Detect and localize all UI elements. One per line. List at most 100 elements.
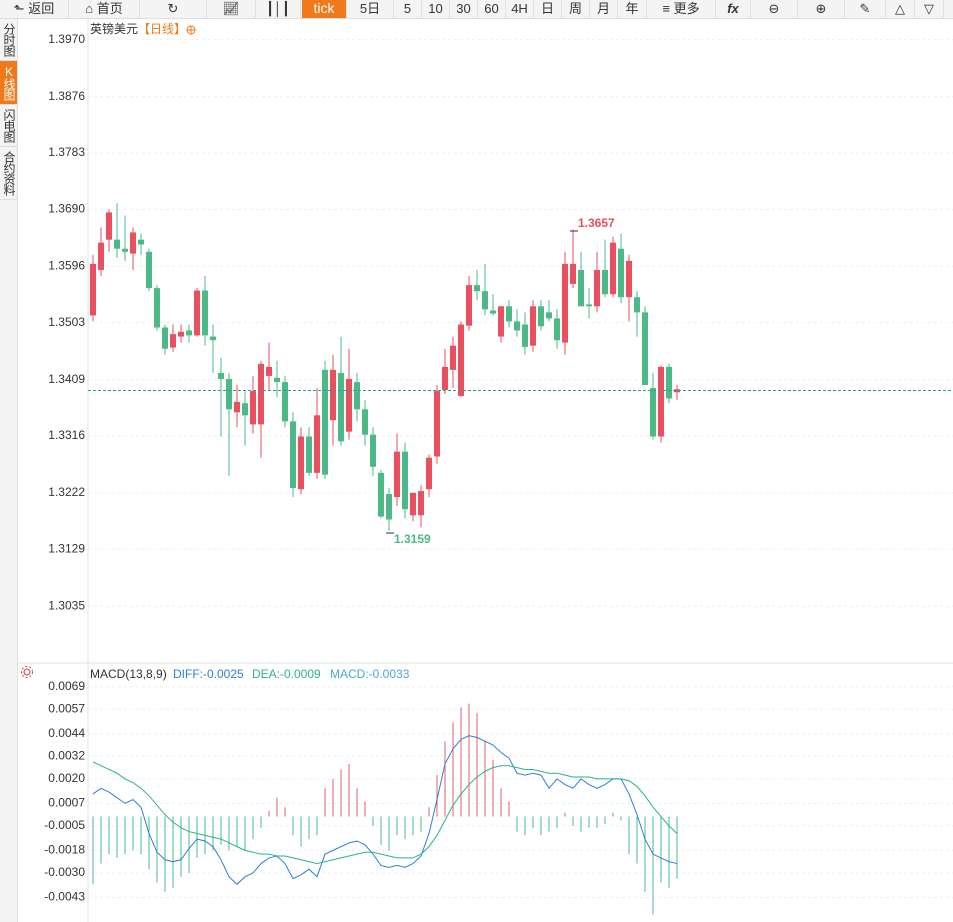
candle-body — [314, 415, 320, 473]
y-tick-label: 0.0020 — [48, 771, 85, 785]
settings-icon[interactable] — [21, 666, 33, 678]
down-button[interactable]: ▽ — [915, 0, 944, 18]
period-button[interactable]: 5日 — [347, 0, 394, 18]
candle-body — [130, 232, 136, 254]
legend-entry: MACD:-0.0033 — [330, 667, 410, 681]
refresh-button[interactable]: ↻ — [140, 0, 207, 18]
period-button[interactable]: 年 — [618, 0, 647, 18]
candle-body — [346, 378, 352, 432]
candle-body — [522, 324, 528, 347]
candle-body — [602, 269, 608, 295]
up-button[interactable]: △ — [886, 0, 915, 18]
candle-body — [418, 491, 424, 516]
y-tick-label: 0.0032 — [48, 748, 85, 762]
candle-body — [138, 239, 144, 245]
y-tick-label: 0.0007 — [48, 796, 85, 810]
candle-body — [618, 248, 624, 298]
period-button[interactable]: 日 — [534, 0, 562, 18]
tab[interactable]: 闪电图 — [0, 105, 17, 147]
candle-body — [490, 310, 496, 314]
candle-body — [386, 494, 392, 520]
tab[interactable]: 分时图 — [0, 19, 17, 61]
candle-body — [370, 434, 376, 467]
candle-body — [514, 321, 520, 331]
chart-type-button[interactable]: 📈︎ — [207, 0, 256, 18]
candle-body — [466, 285, 472, 326]
candle-body — [538, 306, 544, 327]
tab[interactable]: K线图 — [0, 61, 17, 105]
annotations: 1.3657 1.3159 — [386, 216, 615, 546]
period-button[interactable]: 60 — [478, 0, 506, 18]
candle-body — [178, 331, 184, 337]
candle-body — [274, 377, 280, 383]
candle-body — [458, 324, 464, 396]
candle-body — [226, 378, 232, 410]
zoom-in-button[interactable]: ⊕ — [798, 0, 845, 18]
candle-body — [378, 472, 384, 517]
candle-body — [666, 366, 672, 399]
candle-body — [394, 451, 400, 498]
candle-body — [610, 242, 616, 295]
period-button[interactable]: 30 — [450, 0, 478, 18]
back-button[interactable]: ⬑ 返回 — [0, 0, 69, 18]
y-tick-label: 1.3596 — [48, 258, 85, 272]
legend-entry: DEA:-0.0009 — [252, 667, 321, 681]
candle-body — [122, 248, 128, 252]
more-button[interactable]: ≡ 更多 — [647, 0, 716, 18]
y-tick-label: 0.0057 — [48, 701, 85, 715]
period-button[interactable]: 4H — [506, 0, 534, 18]
high-annotation: 1.3657 — [578, 216, 615, 230]
indicator-line — [92, 761, 678, 865]
y-tick-label: 1.3409 — [48, 372, 85, 386]
candle-body — [410, 492, 416, 516]
y-tick-label: 1.3690 — [48, 202, 85, 216]
indicator-button[interactable]: fx — [716, 0, 751, 18]
toolbar: ⬑ 返回 ⌂ 首页 ↻ 📈︎ ┃│┃ tick 5日 5 10 30 60 4H… — [0, 0, 953, 19]
candle-body — [650, 388, 656, 437]
candle-body — [114, 239, 120, 249]
candle-body — [298, 436, 304, 490]
candle-body — [250, 391, 256, 425]
draw-button[interactable]: ✎ — [845, 0, 886, 18]
candle-body — [362, 409, 368, 435]
y-tick-label: -0.0043 — [44, 890, 85, 904]
candle-body — [402, 451, 408, 510]
candle-body — [626, 260, 632, 298]
candle-body — [306, 436, 312, 473]
candle-body — [338, 372, 344, 442]
candle-body — [482, 291, 488, 310]
candle-body — [634, 297, 640, 313]
candle-body — [578, 269, 584, 307]
candle-body — [570, 263, 576, 284]
candle-body — [434, 391, 440, 457]
y-tick-label: -0.0005 — [44, 818, 85, 832]
add-icon[interactable] — [186, 25, 196, 35]
candle-body — [474, 285, 480, 292]
period-button[interactable]: 周 — [562, 0, 590, 18]
y-tick-label: 1.3316 — [48, 428, 85, 442]
candle-body — [330, 369, 336, 421]
y-tick-label: 1.3129 — [48, 541, 85, 555]
period-button[interactable]: 月 — [590, 0, 618, 18]
candle-body — [186, 330, 192, 336]
home-button[interactable]: ⌂ 首页 — [69, 0, 140, 18]
candle-body — [242, 403, 248, 416]
y-tick-label: -0.0018 — [44, 843, 85, 857]
y-tick-label: 1.3222 — [48, 485, 85, 499]
candle-body — [322, 369, 328, 475]
tab[interactable]: 合约资料 — [0, 147, 17, 200]
period-button[interactable]: 10 — [422, 0, 450, 18]
candle-body — [442, 366, 448, 390]
candle-body — [90, 263, 96, 316]
candle-body — [154, 288, 160, 328]
candle-body — [498, 306, 504, 337]
period-button[interactable]: tick — [302, 0, 347, 18]
y-tick-label: 1.3783 — [48, 145, 85, 159]
y-tick-label: 0.0044 — [48, 726, 85, 740]
candle-type-button[interactable]: ┃│┃ — [256, 0, 301, 18]
y-tick-label: 0.0069 — [48, 679, 85, 693]
zoom-out-button[interactable]: ⊖ — [751, 0, 798, 18]
period-button[interactable]: 5 — [394, 0, 422, 18]
candle-body — [162, 327, 168, 349]
